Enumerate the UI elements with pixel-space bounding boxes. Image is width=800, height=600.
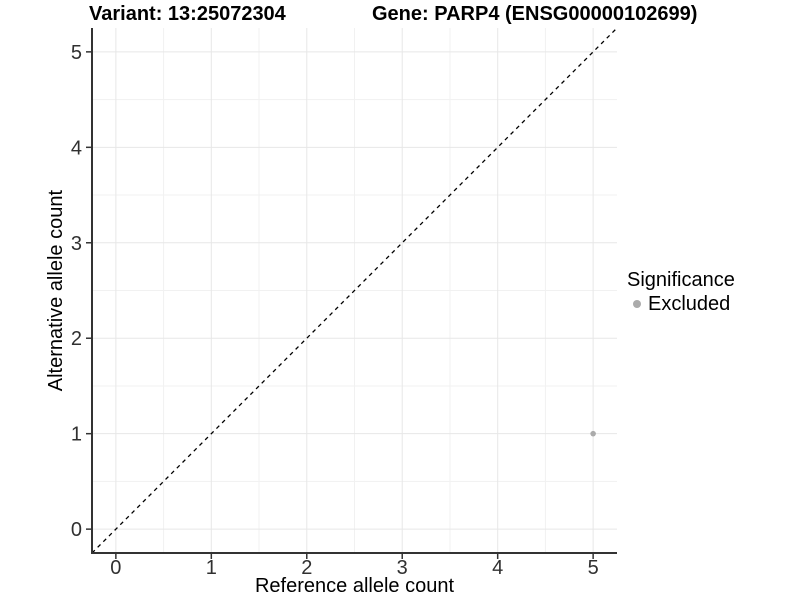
y-axis-title-wrap: Alternative allele count [40, 28, 72, 553]
legend-items: Excluded [627, 293, 735, 315]
identity-dashed-line [91, 27, 618, 554]
x-tick-label: 5 [588, 557, 599, 579]
y-tick-label: 0 [71, 519, 82, 541]
legend: Significance Excluded [627, 268, 735, 315]
gene-title: Gene: PARP4 (ENSG00000102699) [372, 3, 698, 25]
variant-title: Variant: 13:25072304 [89, 3, 286, 25]
legend-item-label: Excluded [648, 293, 731, 315]
data-point [590, 430, 596, 437]
y-tick-label: 4 [71, 137, 82, 159]
y-tick-label: 2 [71, 328, 82, 350]
x-tick-label: 1 [206, 557, 217, 579]
x-tick-label: 3 [397, 557, 408, 579]
legend-item: Excluded [627, 293, 735, 315]
y-tick-label: 3 [71, 233, 82, 255]
x-axis-title: Reference allele count [254, 575, 454, 597]
y-tick-label: 5 [71, 42, 82, 64]
x-tick-label: 4 [492, 557, 503, 579]
x-tick-label: 2 [301, 557, 312, 579]
x-tick-label: 0 [110, 557, 121, 579]
y-tick-label: 1 [71, 424, 82, 446]
y-axis-title: Alternative allele count [44, 189, 67, 392]
legend-title: Significance [627, 269, 735, 291]
legend-point-marker-icon [633, 300, 641, 308]
